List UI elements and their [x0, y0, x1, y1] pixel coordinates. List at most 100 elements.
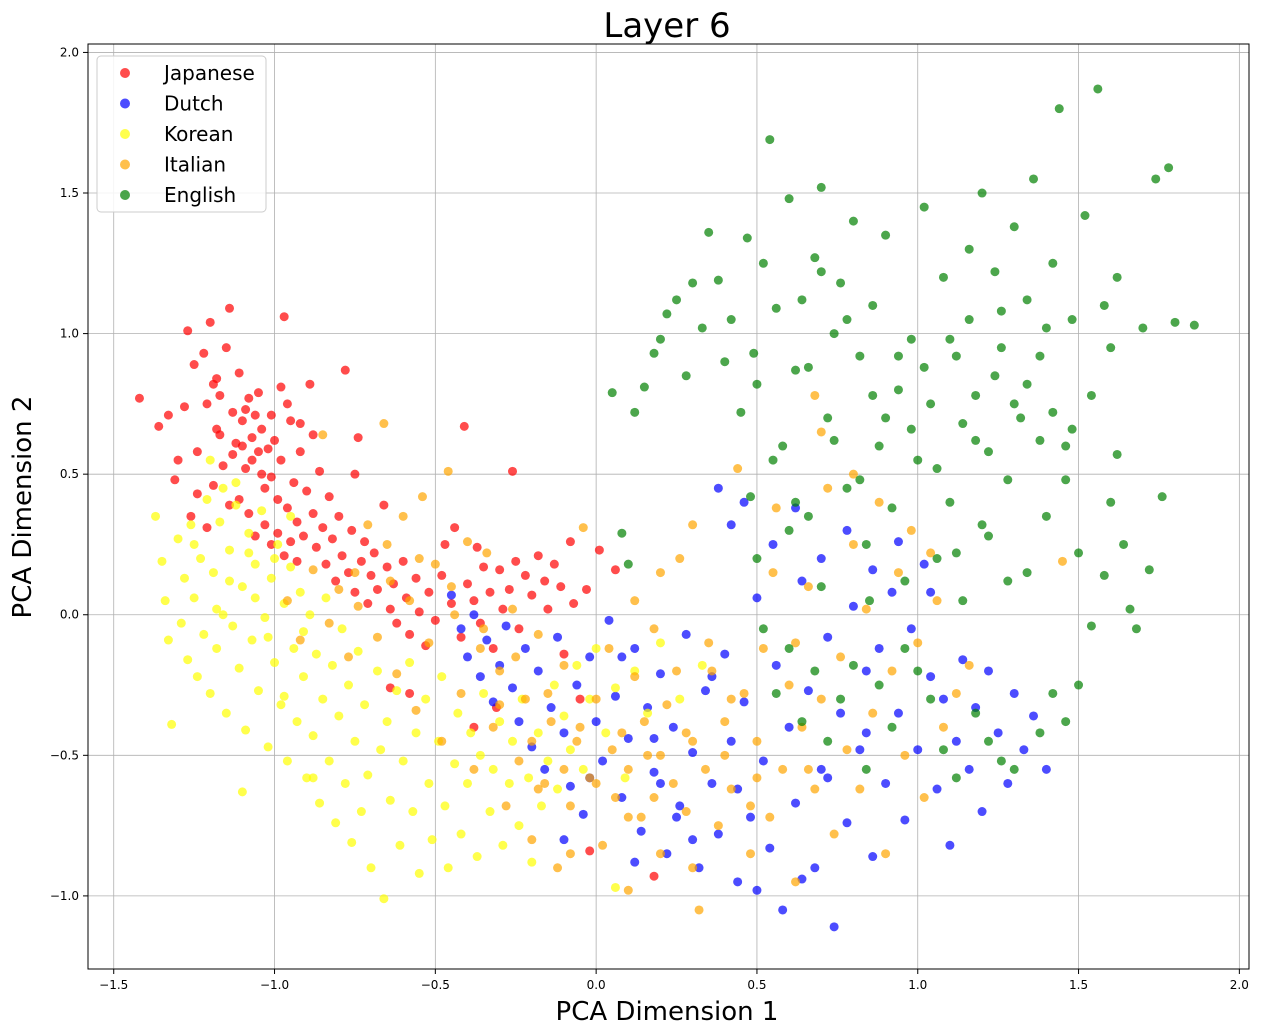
data-point: [472, 852, 482, 862]
data-point: [842, 483, 852, 493]
data-point: [353, 433, 363, 443]
series-italian: [282, 390, 1067, 915]
data-point: [578, 764, 588, 774]
data-point: [298, 531, 308, 541]
data-point: [286, 537, 296, 547]
data-point: [247, 455, 257, 465]
data-point: [607, 388, 617, 398]
data-point: [257, 469, 267, 479]
data-point: [446, 598, 456, 608]
data-point: [266, 410, 276, 420]
data-point: [868, 300, 878, 310]
data-point: [649, 767, 659, 777]
data-point: [1164, 163, 1174, 173]
data-point: [688, 863, 698, 873]
data-point: [353, 601, 363, 611]
data-point: [784, 680, 794, 690]
data-point: [266, 539, 276, 549]
data-point: [900, 576, 910, 586]
y-tick-label: 0.5: [60, 467, 79, 481]
data-point: [462, 579, 472, 589]
data-point: [514, 624, 524, 634]
data-point: [469, 596, 479, 606]
data-point: [344, 568, 354, 578]
data-point: [823, 413, 833, 423]
data-point: [183, 655, 193, 665]
data-point: [266, 472, 276, 482]
x-axis-ticks: −1.5 −1.0 −0.5 0.0 0.5 1.0 1.5 2.0: [99, 969, 1249, 992]
data-point: [1106, 343, 1116, 353]
data-point: [694, 863, 704, 873]
data-point: [572, 736, 582, 746]
data-point: [495, 565, 505, 575]
data-point: [610, 882, 620, 892]
data-point: [610, 792, 620, 802]
data-point: [1125, 604, 1135, 614]
data-point: [720, 649, 730, 659]
data-point: [791, 638, 801, 648]
data-point: [456, 624, 466, 634]
data-point: [462, 652, 472, 662]
data-point: [334, 511, 344, 521]
data-point: [874, 441, 884, 451]
data-point: [758, 624, 768, 634]
data-point: [450, 759, 460, 769]
data-point: [231, 478, 241, 488]
data-point: [501, 621, 511, 631]
data-point: [874, 643, 884, 653]
data-point: [649, 792, 659, 802]
data-point: [836, 708, 846, 718]
data-point: [382, 539, 392, 549]
data-point: [189, 593, 199, 603]
data-point: [385, 795, 395, 805]
data-point: [829, 922, 839, 932]
data-point: [649, 871, 659, 881]
data-point: [675, 554, 685, 564]
data-point: [1138, 323, 1148, 333]
data-point: [938, 694, 948, 704]
data-point: [623, 559, 633, 569]
data-point: [746, 812, 756, 822]
data-point: [212, 643, 222, 653]
data-point: [205, 455, 215, 465]
data-point: [913, 455, 923, 465]
data-point: [192, 672, 202, 682]
data-point: [919, 559, 929, 569]
data-point: [704, 638, 714, 648]
data-point: [649, 348, 659, 358]
data-point: [241, 464, 251, 474]
data-point: [292, 517, 302, 527]
data-point: [344, 680, 354, 690]
data-point: [282, 756, 292, 766]
data-point: [655, 568, 665, 578]
data-point: [495, 717, 505, 727]
data-point: [990, 371, 1000, 381]
data-point: [874, 680, 884, 690]
data-point: [237, 582, 247, 592]
data-point: [234, 663, 244, 673]
data-point: [791, 798, 801, 808]
data-point: [1170, 317, 1180, 327]
data-point: [282, 596, 292, 606]
data-point: [926, 548, 936, 558]
data-point: [318, 523, 328, 533]
data-point: [836, 278, 846, 288]
data-point: [437, 570, 447, 580]
data-point: [356, 807, 366, 817]
data-point: [1061, 717, 1071, 727]
data-point: [340, 778, 350, 788]
legend-marker: [120, 129, 130, 139]
data-point: [591, 694, 601, 704]
data-point: [498, 604, 508, 614]
series-english: [607, 84, 1199, 783]
data-point: [1048, 688, 1058, 698]
data-point: [829, 829, 839, 839]
data-point: [479, 688, 489, 698]
data-point: [842, 818, 852, 828]
data-point: [1112, 272, 1122, 282]
data-point: [405, 596, 415, 606]
data-point: [1086, 621, 1096, 631]
data-point: [643, 750, 653, 760]
data-point: [456, 688, 466, 698]
data-point: [655, 778, 665, 788]
